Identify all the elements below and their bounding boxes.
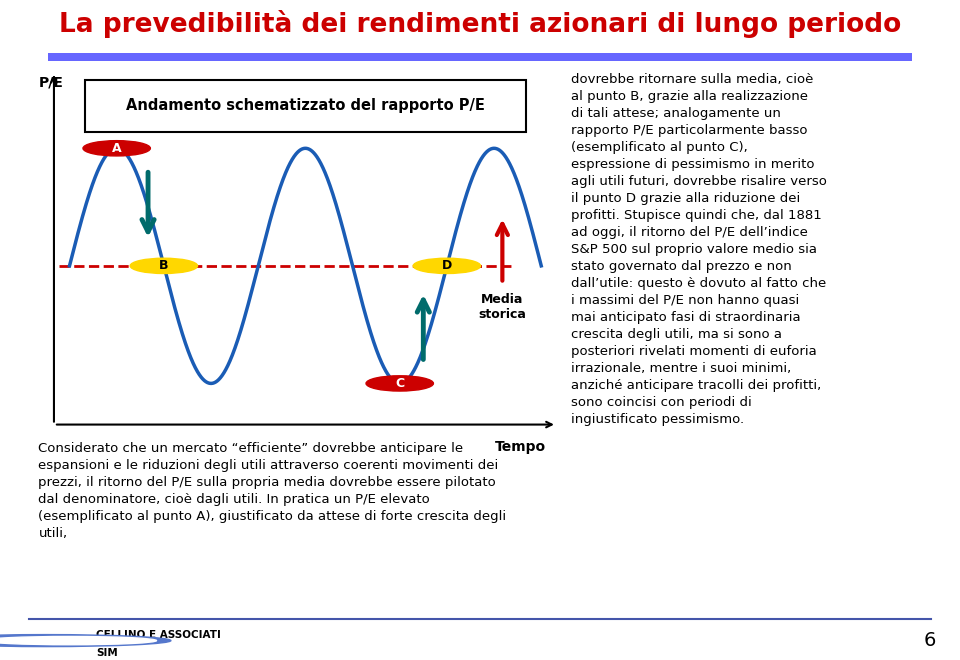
Text: 6: 6 bbox=[924, 631, 936, 650]
Text: La prevedibilità dei rendimenti azionari di lungo periodo: La prevedibilità dei rendimenti azionari… bbox=[59, 10, 901, 38]
FancyBboxPatch shape bbox=[48, 53, 912, 61]
Circle shape bbox=[0, 636, 156, 645]
Text: Tempo: Tempo bbox=[495, 440, 546, 454]
Text: D: D bbox=[442, 259, 452, 273]
Text: P/E: P/E bbox=[38, 75, 63, 89]
FancyBboxPatch shape bbox=[85, 80, 526, 132]
Circle shape bbox=[83, 141, 151, 156]
Circle shape bbox=[366, 376, 433, 391]
Text: dovrebbe ritornare sulla media, cioè
al punto B, grazie alla realizzazione
di ta: dovrebbe ritornare sulla media, cioè al … bbox=[571, 73, 828, 426]
Circle shape bbox=[0, 635, 171, 647]
Text: Media
storica: Media storica bbox=[478, 293, 526, 321]
Circle shape bbox=[413, 258, 481, 273]
Text: SIM: SIM bbox=[96, 648, 118, 659]
Text: Considerato che un mercato “efficiente” dovrebbe anticipare le
espansioni e le r: Considerato che un mercato “efficiente” … bbox=[38, 442, 507, 540]
Text: B: B bbox=[159, 259, 169, 273]
Text: CELLINO E ASSOCIATI: CELLINO E ASSOCIATI bbox=[96, 630, 221, 640]
Circle shape bbox=[131, 258, 198, 273]
Text: C: C bbox=[396, 377, 404, 390]
Text: Andamento schematizzato del rapporto P/E: Andamento schematizzato del rapporto P/E bbox=[126, 98, 485, 114]
Text: A: A bbox=[112, 142, 122, 155]
